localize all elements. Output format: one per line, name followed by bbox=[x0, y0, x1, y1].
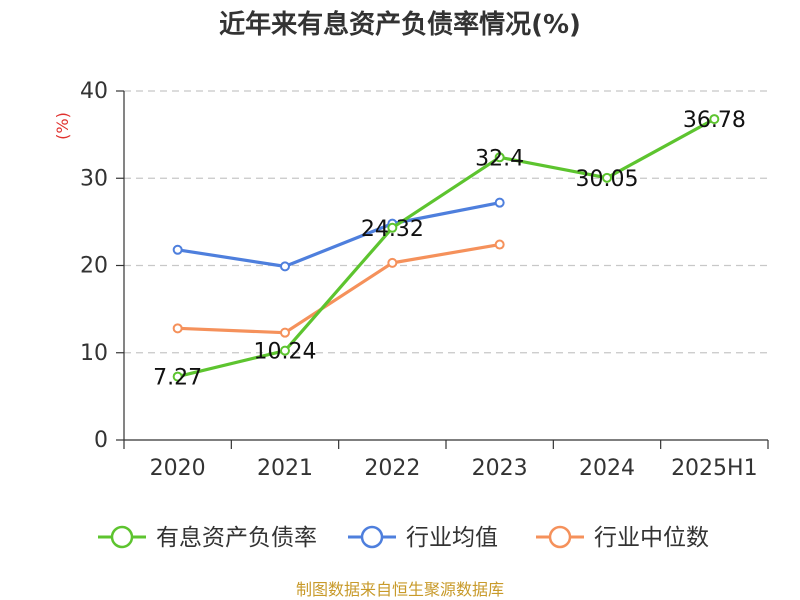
legend: 有息资产负债率 行业均值 行业中位数 bbox=[98, 525, 709, 551]
y-tick-label: 20 bbox=[80, 254, 108, 279]
legend-label: 行业中位数 bbox=[594, 525, 709, 551]
x-tick-label: 2023 bbox=[472, 456, 528, 481]
data-point bbox=[172, 244, 183, 255]
legend-label: 行业均值 bbox=[406, 525, 498, 551]
series-line bbox=[177, 242, 500, 335]
legend-marker bbox=[548, 525, 572, 549]
data-point bbox=[172, 371, 183, 382]
data-point bbox=[280, 261, 290, 272]
legend-label: 有息资产负债率 bbox=[156, 525, 317, 551]
legend-marker bbox=[360, 525, 384, 549]
data-labels: 7.27 10.24 24.32 32.4 30.05 36.78 bbox=[153, 108, 746, 390]
data-label: 30.05 bbox=[576, 167, 639, 192]
data-label: 10.24 bbox=[254, 340, 317, 365]
data-label: 32.4 bbox=[475, 146, 524, 171]
data-point bbox=[172, 323, 183, 334]
legend-marker bbox=[110, 525, 134, 549]
data-point bbox=[387, 257, 398, 268]
data-label: 36.78 bbox=[683, 108, 746, 133]
axes: 0 10 20 30 40 2020 2021 2022 2023 2024 2025H1 bbox=[80, 79, 769, 481]
data-point bbox=[494, 152, 505, 163]
series bbox=[172, 114, 720, 382]
data-point bbox=[494, 239, 505, 250]
data-point bbox=[602, 172, 612, 183]
y-tick-label: 10 bbox=[80, 341, 108, 366]
data-point bbox=[280, 327, 290, 338]
x-tick-label: 2024 bbox=[579, 456, 635, 481]
source-note: 制图数据来自恒生聚源数据库 bbox=[296, 580, 504, 599]
y-tick-label: 30 bbox=[80, 166, 108, 191]
data-point bbox=[387, 222, 398, 233]
data-point bbox=[709, 114, 720, 125]
series-line bbox=[177, 201, 500, 268]
data-point bbox=[494, 197, 505, 208]
series-line bbox=[177, 117, 716, 379]
x-tick-label: 2020 bbox=[150, 456, 206, 481]
data-point bbox=[280, 345, 290, 356]
x-tick-label: 2021 bbox=[257, 456, 313, 481]
data-label: 24.32 bbox=[361, 217, 424, 242]
y-tick-label: 40 bbox=[80, 79, 108, 104]
x-tick-label: 2022 bbox=[364, 456, 420, 481]
y-axis-label: (%) bbox=[53, 112, 72, 140]
chart-title: 近年来有息资产负债率情况(%) bbox=[219, 9, 581, 40]
data-label: 7.27 bbox=[153, 366, 202, 391]
grid bbox=[124, 90, 768, 354]
y-tick-label: 0 bbox=[94, 428, 108, 453]
x-tick-label: 2025H1 bbox=[671, 456, 758, 481]
